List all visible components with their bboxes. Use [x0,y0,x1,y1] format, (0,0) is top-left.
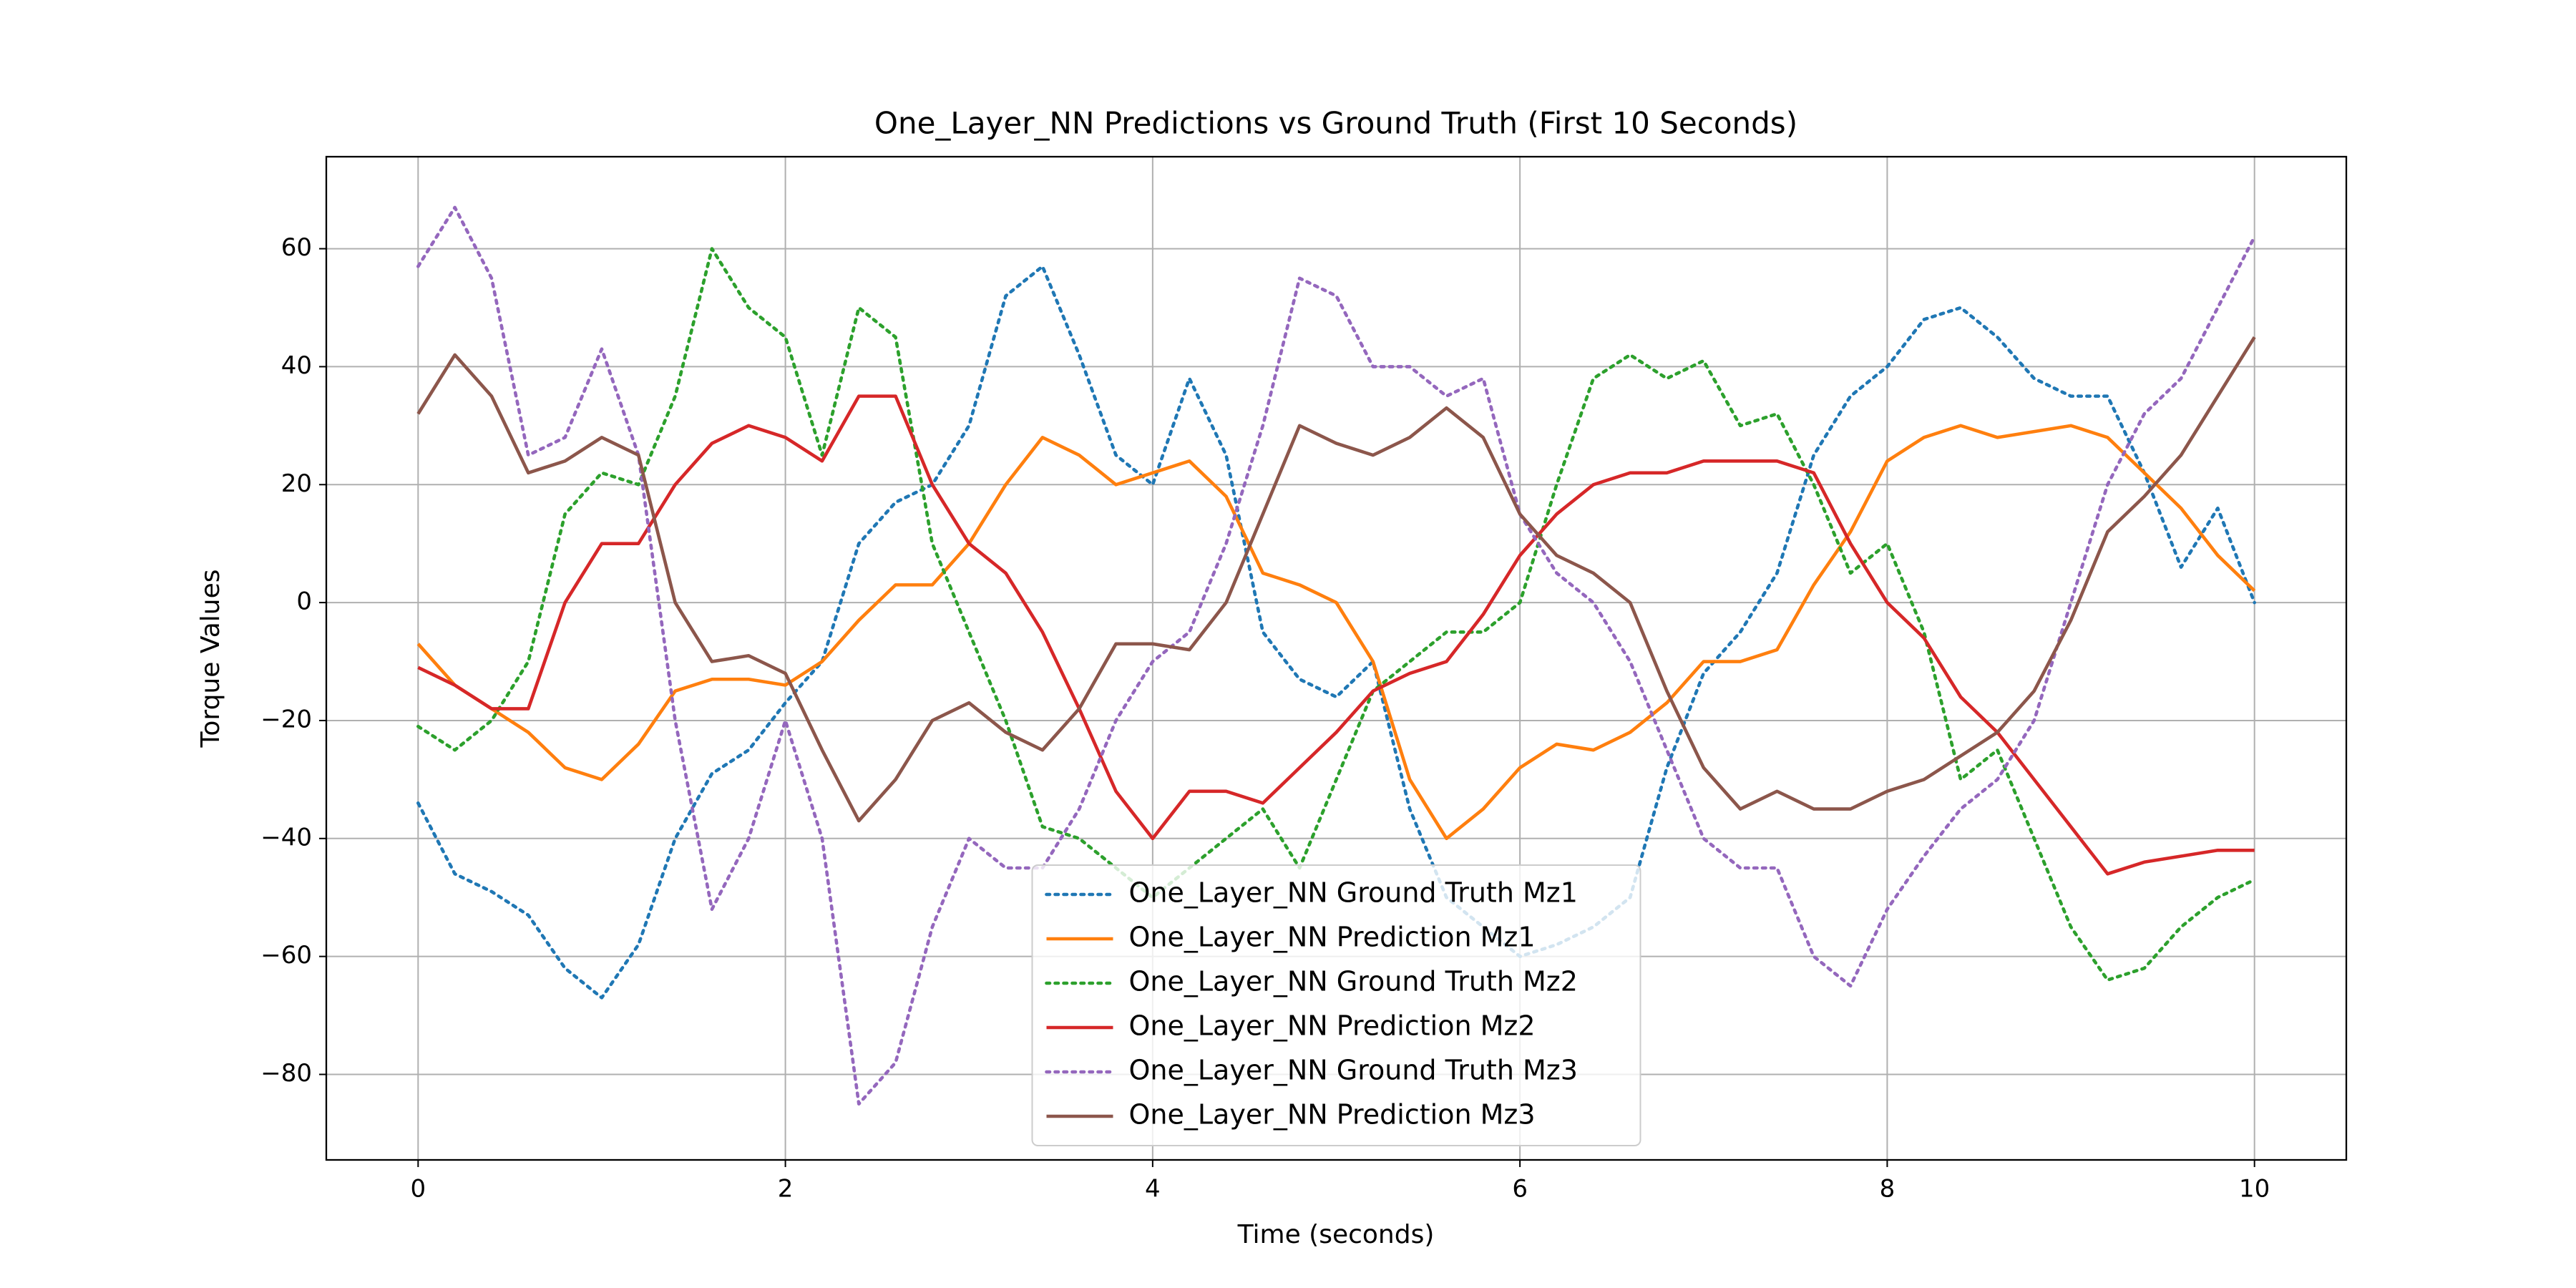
x-tick-label: 8 [1880,1175,1896,1204]
y-tick-label: 40 [281,351,312,380]
y-tick-label: 20 [281,469,312,498]
line-series [416,424,2256,841]
line-series [416,336,2256,823]
y-tick-label: 0 [296,587,312,616]
y-tick-label: −40 [260,823,312,852]
y-tick-label: −20 [260,705,312,733]
line-series [417,394,2255,876]
axes-frame [325,155,2348,1161]
x-tick-label: 4 [1145,1175,1161,1204]
y-tick-label: −60 [260,941,312,970]
plot-lines [416,205,2256,1106]
x-tick-label: 0 [410,1175,426,1204]
legend-label: One_Layer_NN Ground Truth Mz3 [1129,1055,1578,1086]
line-series [416,247,2256,982]
legend-box [1031,864,1641,1146]
x-axis-label: Time (seconds) [1237,1220,1435,1249]
y-axis-label: Torque Values [196,570,225,748]
legend-label: One_Layer_NN Prediction Mz1 [1129,922,1536,953]
legend-label: One_Layer_NN Ground Truth Mz2 [1129,966,1578,997]
x-tick-label: 10 [2239,1175,2270,1204]
line-series [416,265,2256,1000]
x-tick-label: 2 [778,1175,794,1204]
y-tick-label: 60 [281,233,312,262]
y-tick-label: −80 [260,1059,312,1088]
legend-label: One_Layer_NN Prediction Mz2 [1129,1010,1536,1042]
legend: One_Layer_NN Ground Truth Mz1 One_Layer_N… [1031,864,1641,1146]
x-tick-label: 6 [1512,1175,1528,1204]
legend-label: One_Layer_NN Ground Truth Mz1 [1129,877,1578,909]
line-series [416,205,2256,1106]
legend-label: One_Layer_NN Prediction Mz3 [1129,1099,1536,1131]
chart-title: One_Layer_NN Predictions vs Ground Truth… [874,106,1797,141]
